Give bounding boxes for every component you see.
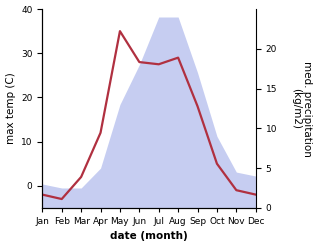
X-axis label: date (month): date (month) <box>110 231 188 242</box>
Y-axis label: max temp (C): max temp (C) <box>5 73 16 144</box>
Y-axis label: med. precipitation
(kg/m2): med. precipitation (kg/m2) <box>291 61 313 156</box>
